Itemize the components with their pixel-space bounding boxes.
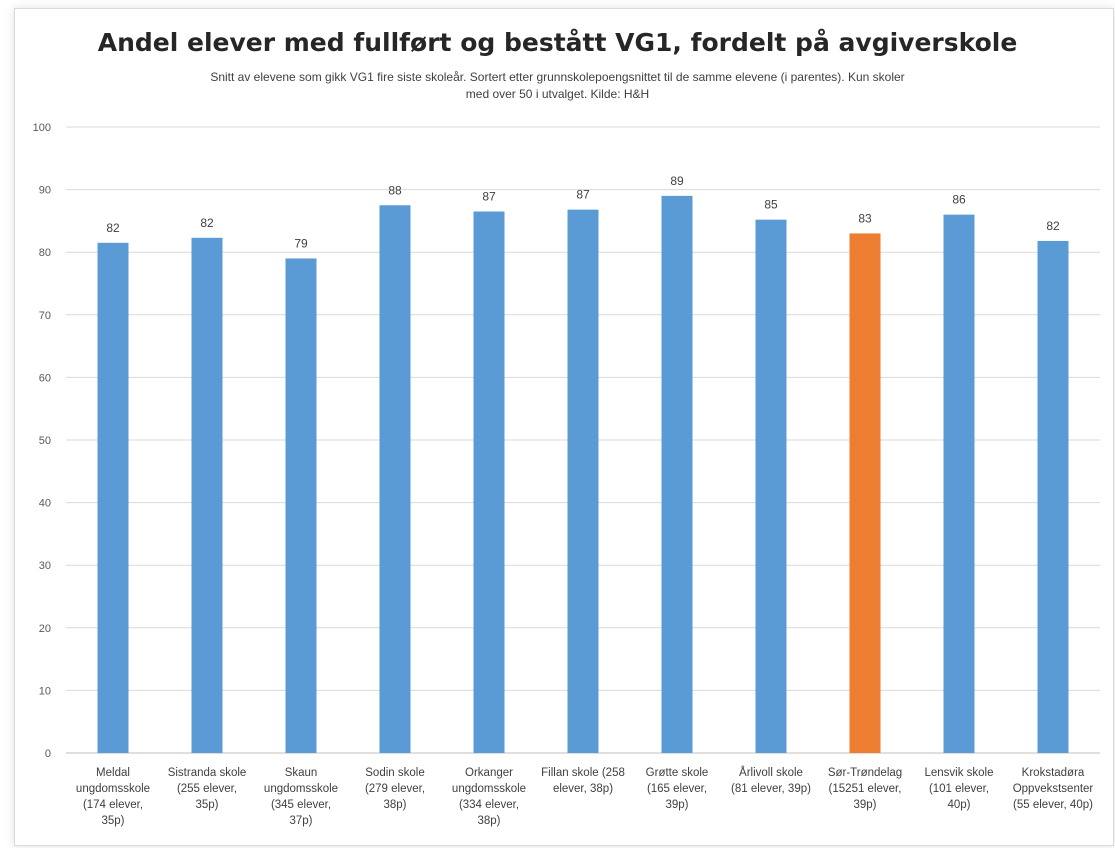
x-tick-label: Orkanger ungdomsskole (334 elever, 38p): [452, 767, 526, 827]
y-tick-label: 60: [39, 372, 51, 384]
data-label: 87: [576, 188, 590, 202]
x-tick-label: Fillan skole (258 elever, 38p): [541, 767, 625, 795]
y-tick-label: 10: [39, 685, 51, 697]
bar: [473, 211, 505, 753]
y-tick-label: 30: [39, 560, 51, 572]
data-labels: 82 82 79 88 87 87 89 85 83 86 82: [106, 174, 1060, 251]
data-label: 85: [764, 198, 778, 212]
bar: [1037, 240, 1069, 753]
bar: [379, 205, 411, 753]
bar: [285, 258, 317, 753]
x-tick-label: Grøtte skole (165 elever, 39p): [646, 767, 709, 811]
data-label: 79: [294, 236, 308, 250]
bar: [755, 219, 787, 753]
x-tick-label: Krokstadøra Oppvekstsenter (55 elever, 40p…: [1013, 767, 1094, 811]
x-tick-label: Årlivoll skole (81 elever, 39p): [731, 766, 811, 795]
y-tick-label: 80: [39, 247, 51, 259]
y-tick-label: 40: [39, 498, 51, 510]
y-tick-label: 70: [39, 310, 51, 322]
x-tick-label: Meldal ungdomsskole (174 elever, 35p): [76, 767, 150, 827]
bars: [97, 195, 1069, 754]
bar: [191, 237, 223, 753]
x-tick-label: Sistranda skole (255 elever, 35p): [168, 767, 247, 811]
bar: [661, 195, 693, 754]
y-tick-label: 0: [45, 748, 51, 760]
chart-title: Andel elever med fullført og bestått VG1…: [97, 28, 1018, 57]
bar: [943, 214, 975, 753]
y-tick-label: 90: [39, 185, 51, 197]
chart-subtitle: Snitt av elevene som gikk VG1 fire siste…: [210, 70, 905, 101]
y-tick-label: 50: [39, 435, 51, 447]
x-tick-label: Sør-Trøndelag (15251 elever, 39p): [828, 767, 902, 811]
x-tick-label: Skaun ungdomsskole (345 elever, 37p): [264, 767, 338, 827]
data-label: 82: [1046, 219, 1060, 233]
bar: [849, 233, 881, 754]
data-label: 82: [106, 221, 120, 235]
y-axis: 0 10 20 30 40 50 60 70 80 90 100: [33, 122, 51, 760]
bar: [567, 209, 599, 753]
data-label: 87: [482, 190, 496, 204]
y-tick-label: 100: [33, 122, 51, 134]
bar: [97, 242, 129, 753]
x-tick-label: Lensvik skole (101 elever, 40p): [924, 767, 993, 811]
x-tick-label: Sodin skole (279 elever, 38p): [365, 767, 425, 811]
data-label: 83: [858, 211, 872, 225]
data-label: 86: [952, 193, 966, 207]
data-label: 88: [388, 183, 402, 197]
data-label: 89: [670, 174, 684, 188]
x-axis: Meldal ungdomsskole (174 elever, 35p) Sistra…: [76, 766, 1094, 827]
y-tick-label: 20: [39, 623, 51, 635]
data-label: 82: [200, 216, 214, 230]
